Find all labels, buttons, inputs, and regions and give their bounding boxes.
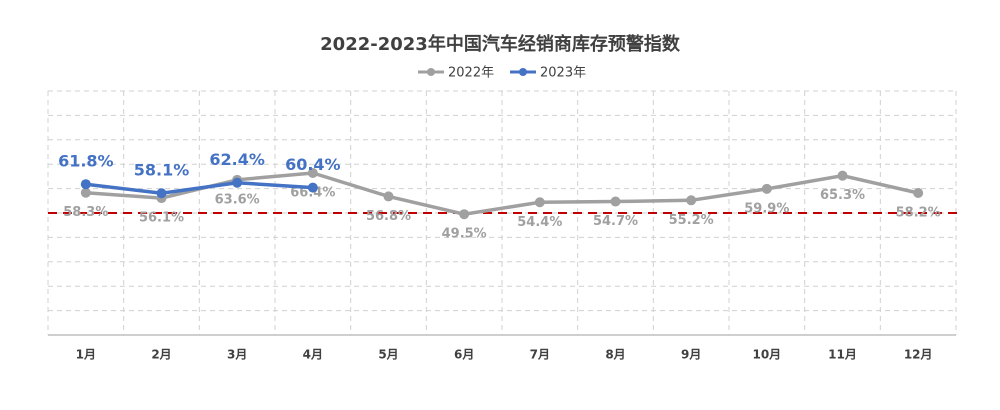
data-label: 56.8%	[366, 209, 411, 224]
x-tick-label: 5月	[378, 348, 398, 362]
data-label: 49.5%	[442, 227, 487, 242]
point	[307, 182, 318, 193]
point	[232, 177, 243, 188]
point	[610, 196, 621, 207]
x-tick-label: 10月	[752, 348, 781, 362]
point	[913, 187, 924, 198]
data-label: 59.9%	[744, 201, 789, 216]
point	[80, 187, 91, 198]
data-label: 58.3%	[63, 205, 108, 220]
chart-title: 2022-2023年中国汽车经销商库存预警指数	[320, 33, 681, 55]
x-tick-label: 11月	[828, 348, 857, 362]
point	[459, 209, 470, 220]
x-tick-label: 8月	[605, 348, 625, 362]
legend-marker	[519, 68, 527, 76]
point	[686, 195, 697, 206]
data-label: 54.7%	[593, 214, 638, 229]
point	[80, 179, 91, 190]
data-label: 65.3%	[820, 188, 865, 203]
x-tick-label: 6月	[454, 348, 474, 362]
data-label: 60.4%	[285, 155, 341, 174]
point	[156, 188, 167, 199]
x-tick-label: 1月	[76, 348, 96, 362]
data-label: 55.2%	[669, 213, 714, 228]
data-label: 66.4%	[290, 185, 335, 200]
data-label: 62.4%	[209, 150, 265, 169]
legend-label: 2022年	[448, 66, 494, 81]
x-tick-label: 4月	[303, 348, 323, 362]
point	[534, 197, 545, 208]
x-tick-label: 7月	[530, 348, 550, 362]
data-label: 58.1%	[134, 161, 190, 180]
point	[837, 170, 848, 181]
point	[383, 191, 394, 202]
x-tick-label: 3月	[227, 348, 247, 362]
x-tick-label: 12月	[904, 348, 933, 362]
data-label: 63.6%	[215, 192, 260, 207]
x-tick-label: 2月	[151, 348, 171, 362]
legend-marker	[427, 68, 435, 76]
point	[761, 183, 772, 194]
point	[307, 167, 318, 178]
legend-label: 2023年	[540, 66, 586, 81]
series-line	[85, 180, 313, 196]
data-label: 56.1%	[139, 211, 184, 226]
data-label: 54.4%	[517, 215, 562, 230]
x-tick-label: 9月	[681, 348, 701, 362]
data-label: 58.2%	[896, 205, 941, 220]
data-label: 61.8%	[58, 152, 114, 171]
